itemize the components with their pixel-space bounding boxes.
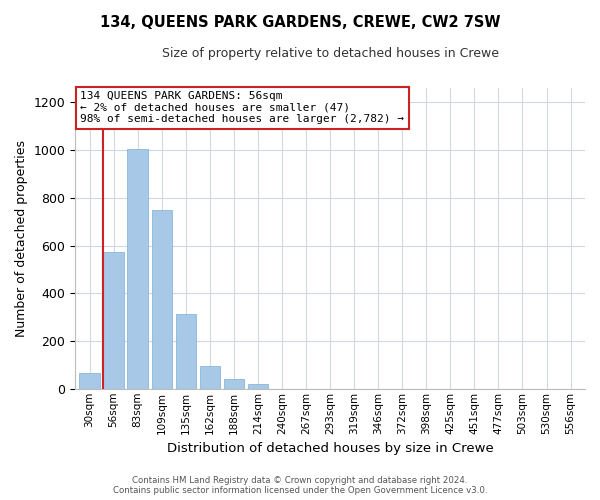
Text: Contains HM Land Registry data © Crown copyright and database right 2024.
Contai: Contains HM Land Registry data © Crown c… xyxy=(113,476,487,495)
Bar xyxy=(79,374,100,389)
Text: 134, QUEENS PARK GARDENS, CREWE, CW2 7SW: 134, QUEENS PARK GARDENS, CREWE, CW2 7SW xyxy=(100,15,500,30)
Bar xyxy=(127,149,148,389)
Bar xyxy=(224,378,244,389)
Bar xyxy=(103,252,124,389)
Bar xyxy=(248,384,268,389)
Bar xyxy=(200,366,220,389)
X-axis label: Distribution of detached houses by size in Crewe: Distribution of detached houses by size … xyxy=(167,442,493,455)
Y-axis label: Number of detached properties: Number of detached properties xyxy=(15,140,28,337)
Bar xyxy=(176,314,196,389)
Text: 134 QUEENS PARK GARDENS: 56sqm
← 2% of detached houses are smaller (47)
98% of s: 134 QUEENS PARK GARDENS: 56sqm ← 2% of d… xyxy=(80,91,404,124)
Title: Size of property relative to detached houses in Crewe: Size of property relative to detached ho… xyxy=(161,48,499,60)
Bar xyxy=(152,210,172,389)
